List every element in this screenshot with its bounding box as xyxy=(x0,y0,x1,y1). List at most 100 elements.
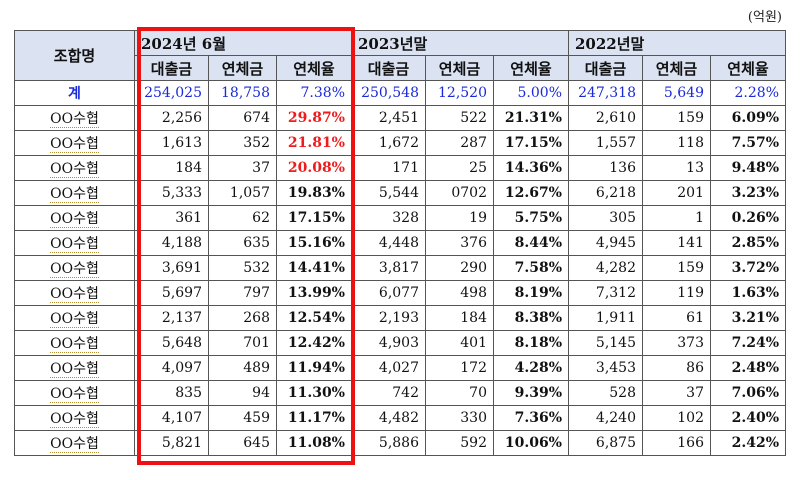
union-name-cell: OO수협 xyxy=(14,255,135,281)
loan-2022-end-cell: 6,875 xyxy=(568,430,643,456)
rate-2022-end-cell: 2.40% xyxy=(710,405,786,431)
overdue-2022-end-cell: 86 xyxy=(642,355,711,381)
union-name: OO수협 xyxy=(50,211,99,228)
loan-header: 대출금 xyxy=(351,55,426,81)
union-name: OO수협 xyxy=(50,386,99,403)
overdue-2022-end-cell: 118 xyxy=(642,130,711,156)
header-row-metrics: 대출금 연체금 연체율 대출금 연체금 연체율 대출금 연체금 연체율 xyxy=(15,55,786,81)
union-name: OO수협 xyxy=(50,411,99,428)
loan-2024-06-cell: 4,188 xyxy=(134,230,209,256)
table-row: OO수협 1,613 352 21.81% 1,672 287 17.15% 1,557 118… xyxy=(14,130,786,156)
rate-2022-end-cell: 7.24% xyxy=(710,330,786,356)
rate-2023-end-cell: 21.31% xyxy=(493,105,569,131)
union-name: OO수협 xyxy=(50,261,99,278)
overdue-2023-end-cell: 592 xyxy=(425,430,494,456)
loan-2023-end-cell: 5,886 xyxy=(351,430,426,456)
total-overdue-2024-06: 18,758 xyxy=(208,80,277,106)
loan-2023-end-cell: 2,193 xyxy=(351,305,426,331)
overdue-rate-header: 연체율 xyxy=(710,55,786,81)
overdue-2024-06-cell: 352 xyxy=(208,130,277,156)
overdue-2023-end-cell: 25 xyxy=(425,155,494,181)
rate-2024-06-cell: 17.15% xyxy=(276,205,352,231)
union-name: OO수협 xyxy=(50,311,99,328)
union-name-cell: OO수협 xyxy=(14,130,135,156)
rate-2024-06-cell: 12.54% xyxy=(276,305,352,331)
rate-2022-end-cell: 3.72% xyxy=(710,255,786,281)
unit-label: (억원) xyxy=(747,10,782,25)
total-overdue-2022-end: 5,649 xyxy=(642,80,711,106)
union-name: OO수협 xyxy=(50,361,99,378)
overdue-2023-end-cell: 290 xyxy=(425,255,494,281)
union-name: OO수협 xyxy=(50,436,99,453)
rate-2024-06-cell: 20.08% xyxy=(276,155,352,181)
loan-2024-06-cell: 5,821 xyxy=(134,430,209,456)
overdue-2024-06-cell: 797 xyxy=(208,280,277,306)
overdue-rate-table: 조합명 2024년 6월 2023년말 2022년말 대출금 연체금 연체율 대… xyxy=(14,30,786,456)
loan-header: 대출금 xyxy=(134,55,209,81)
rate-2024-06-cell: 14.41% xyxy=(276,255,352,281)
union-name-header: 조합명 xyxy=(14,30,135,81)
rate-2024-06-cell: 21.81% xyxy=(276,130,352,156)
loan-2022-end-cell: 7,312 xyxy=(568,280,643,306)
loan-2022-end-cell: 1,911 xyxy=(568,305,643,331)
union-name: OO수협 xyxy=(50,236,99,253)
union-name-cell: OO수협 xyxy=(14,305,135,331)
total-row: 계 254,025 18,758 7.38% 250,548 12,520 5.… xyxy=(14,80,786,106)
table-row: OO수협 5,648 701 12.42% 4,903 401 8.18% 5,145 373 7… xyxy=(14,330,786,356)
table-row: OO수협 4,107 459 11.17% 4,482 330 7.36% 4,240 102 2… xyxy=(14,405,786,431)
table-row: OO수협 184 37 20.08% 171 25 14.36% 136 13 9.48% xyxy=(14,155,786,181)
rate-2022-end-cell: 1.63% xyxy=(710,280,786,306)
rate-2022-end-cell: 7.57% xyxy=(710,130,786,156)
loan-2024-06-cell: 2,137 xyxy=(134,305,209,331)
overdue-2022-end-cell: 102 xyxy=(642,405,711,431)
overdue-2023-end-cell: 522 xyxy=(425,105,494,131)
loan-2023-end-cell: 171 xyxy=(351,155,426,181)
rate-2022-end-cell: 2.85% xyxy=(710,230,786,256)
overdue-2024-06-cell: 701 xyxy=(208,330,277,356)
union-name: OO수협 xyxy=(50,161,99,178)
overdue-2023-end-cell: 376 xyxy=(425,230,494,256)
loan-2022-end-cell: 2,610 xyxy=(568,105,643,131)
rate-2022-end-cell: 6.09% xyxy=(710,105,786,131)
table-row: OO수협 4,188 635 15.16% 4,448 376 8.44% 4,945 141 2… xyxy=(14,230,786,256)
union-name-cell: OO수협 xyxy=(14,405,135,431)
rate-2022-end-cell: 2.42% xyxy=(710,430,786,456)
union-name-cell: OO수협 xyxy=(14,430,135,456)
rate-2024-06-cell: 12.42% xyxy=(276,330,352,356)
rate-2024-06-cell: 11.94% xyxy=(276,355,352,381)
overdue-2023-end-cell: 70 xyxy=(425,380,494,406)
rate-2023-end-cell: 8.38% xyxy=(493,305,569,331)
rate-2022-end-cell: 2.48% xyxy=(710,355,786,381)
overdue-2024-06-cell: 62 xyxy=(208,205,277,231)
rate-2023-end-cell: 8.44% xyxy=(493,230,569,256)
overdue-2023-end-cell: 0702 xyxy=(425,180,494,206)
overdue-2022-end-cell: 159 xyxy=(642,105,711,131)
rate-2022-end-cell: 7.06% xyxy=(710,380,786,406)
table-row: OO수협 2,256 674 29.87% 2,451 522 21.31% 2,610 159… xyxy=(14,105,786,131)
overdue-2022-end-cell: 373 xyxy=(642,330,711,356)
rate-2023-end-cell: 8.19% xyxy=(493,280,569,306)
overdue-header: 연체금 xyxy=(425,55,494,81)
total-loan-2022-end: 247,318 xyxy=(568,80,643,106)
table-row: OO수협 5,821 645 11.08% 5,886 592 10.06% 6,875 166… xyxy=(14,430,786,456)
period-header-2023-end: 2023년말 xyxy=(351,30,569,56)
overdue-2023-end-cell: 172 xyxy=(425,355,494,381)
loan-2022-end-cell: 6,218 xyxy=(568,180,643,206)
overdue-2024-06-cell: 94 xyxy=(208,380,277,406)
rate-2024-06-cell: 11.30% xyxy=(276,380,352,406)
loan-2023-end-cell: 4,903 xyxy=(351,330,426,356)
union-name: OO수협 xyxy=(50,111,99,128)
loan-2023-end-cell: 4,448 xyxy=(351,230,426,256)
period-header-2022-end: 2022년말 xyxy=(568,30,786,56)
header-row-periods: 조합명 2024년 6월 2023년말 2022년말 xyxy=(14,30,786,81)
loan-2022-end-cell: 305 xyxy=(568,205,643,231)
table-row: OO수협 835 94 11.30% 742 70 9.39% 528 37 7.06% xyxy=(14,380,786,406)
union-name: OO수협 xyxy=(50,286,99,303)
total-rate-2024-06: 7.38% xyxy=(276,80,352,106)
union-name-cell: OO수협 xyxy=(14,105,135,131)
loan-2022-end-cell: 528 xyxy=(568,380,643,406)
loan-2023-end-cell: 4,027 xyxy=(351,355,426,381)
table-row: OO수협 5,697 797 13.99% 6,077 498 8.19% 7,312 119 1… xyxy=(14,280,786,306)
overdue-2024-06-cell: 37 xyxy=(208,155,277,181)
loan-2023-end-cell: 2,451 xyxy=(351,105,426,131)
